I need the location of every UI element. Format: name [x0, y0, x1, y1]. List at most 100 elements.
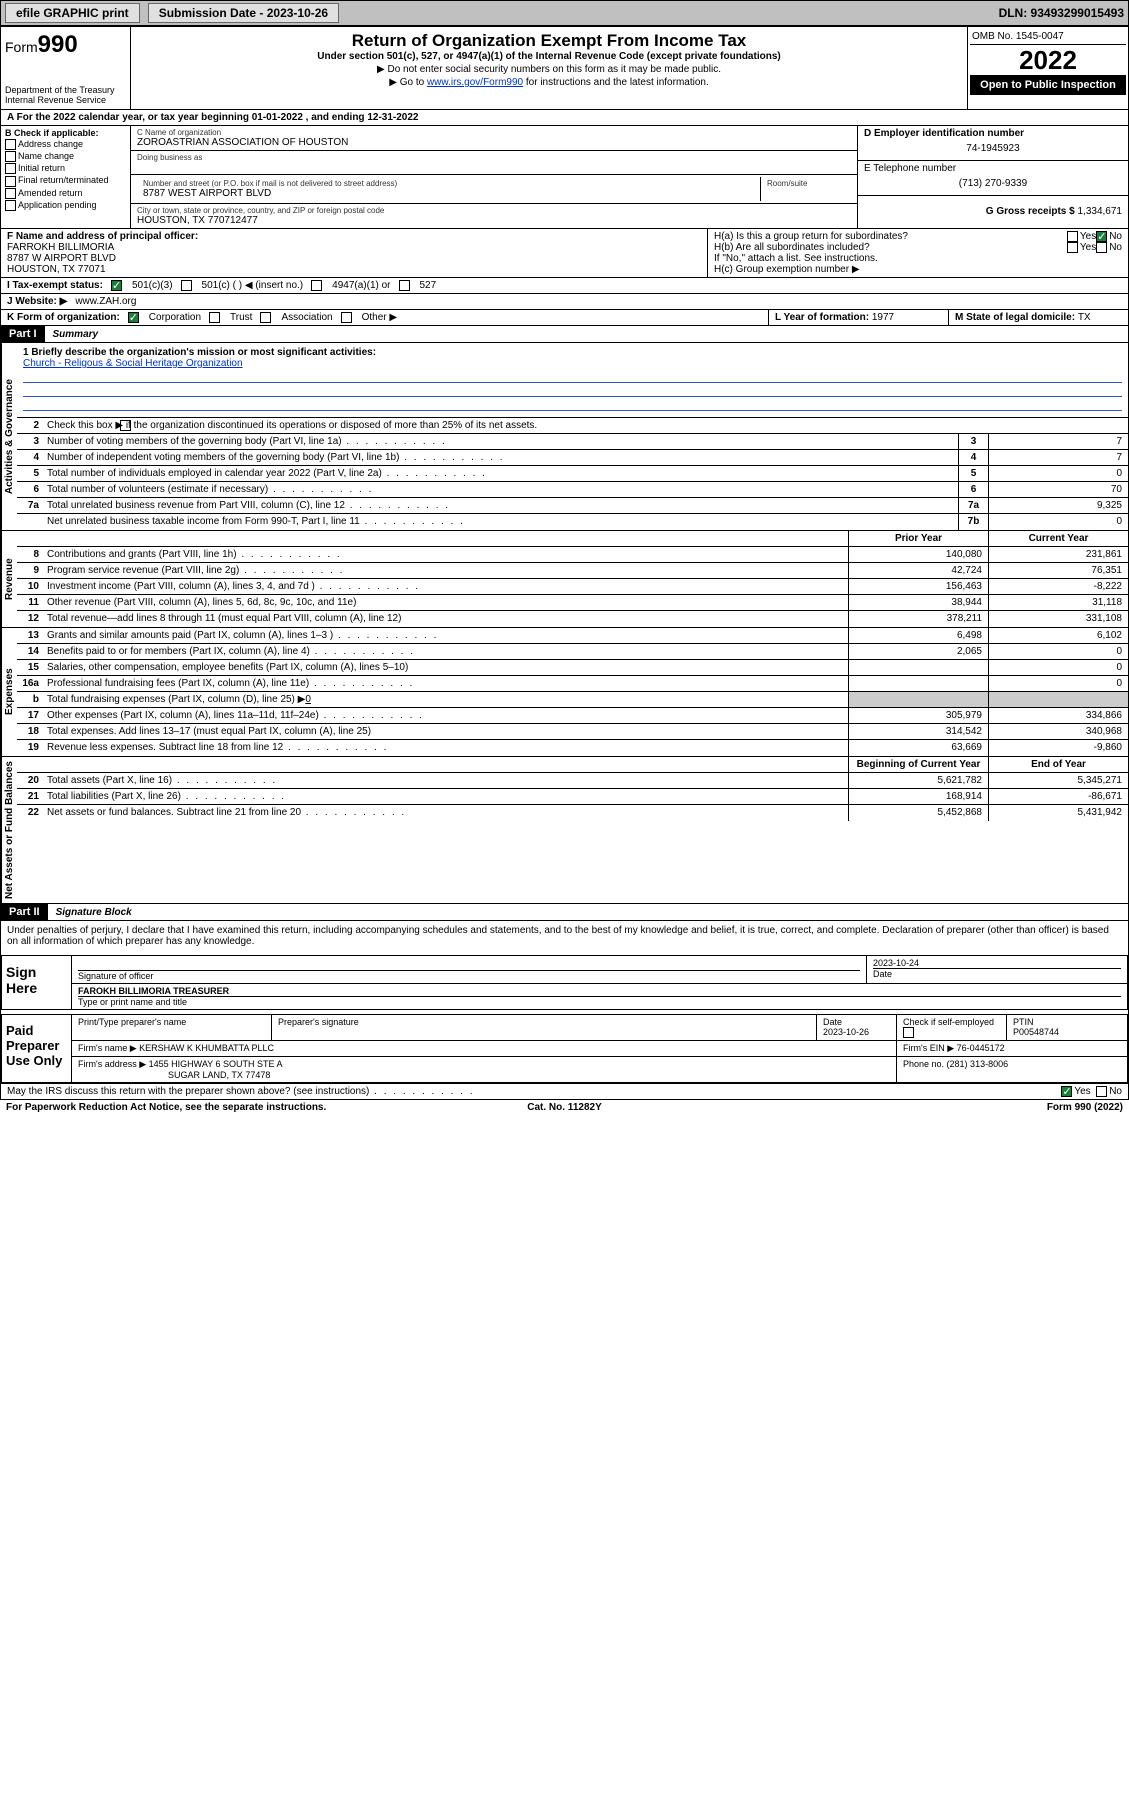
officer-name: FARROKH BILLIMORIA [7, 242, 114, 253]
column-b-checkboxes: B Check if applicable: Address change Na… [1, 126, 131, 228]
form-number: Form990 [5, 31, 126, 59]
line-22: Net assets or fund balances. Subtract li… [43, 805, 848, 821]
prep-name-label: Print/Type preparer's name [72, 1015, 272, 1040]
chk-501c3[interactable] [111, 280, 122, 291]
section-revenue: Revenue [1, 531, 17, 627]
r11p: 38,944 [848, 595, 988, 610]
officer-label: F Name and address of principal officer: [7, 231, 198, 242]
chk-final-return[interactable]: Final return/terminated [5, 175, 126, 186]
chk-other[interactable] [341, 312, 352, 323]
r15p [848, 660, 988, 675]
form-990: Form990 Department of the TreasuryIntern… [0, 26, 1129, 1100]
may-yes[interactable] [1061, 1086, 1072, 1097]
firm-name: KERSHAW K KHUMBATTA PLLC [139, 1043, 274, 1053]
line-16a: Professional fundraising fees (Part IX, … [43, 676, 848, 691]
r17c: 334,866 [988, 708, 1128, 723]
chk-discontinued[interactable] [120, 420, 131, 431]
mission-link[interactable]: Church - Religous & Social Heritage Orga… [23, 358, 243, 369]
r16c: 0 [988, 676, 1128, 691]
r12c: 331,108 [988, 611, 1128, 627]
prep-date-label: Date [823, 1017, 842, 1027]
val-7a: 9,325 [988, 498, 1128, 513]
ha-no[interactable] [1096, 231, 1107, 242]
ha-label: H(a) Is this a group return for subordin… [714, 231, 1067, 242]
chk-corporation[interactable] [128, 312, 139, 323]
r19c: -9,860 [988, 740, 1128, 756]
chk-initial-return[interactable]: Initial return [5, 163, 126, 174]
form-subtitle: Under section 501(c), 527, or 4947(a)(1)… [135, 51, 963, 62]
chk-name-change[interactable]: Name change [5, 151, 126, 162]
street-address: 8787 WEST AIRPORT BLVD [143, 188, 754, 199]
sign-here-label: Sign Here [2, 956, 72, 1009]
form-title: Return of Organization Exempt From Incom… [135, 31, 963, 51]
telephone-value: (713) 270-9339 [864, 174, 1122, 193]
year-formation: 1977 [872, 312, 894, 323]
line-19: Revenue less expenses. Subtract line 18 … [43, 740, 848, 756]
ha-yes[interactable] [1067, 231, 1078, 242]
part-ii-header: Part II [1, 904, 48, 920]
submission-date-button[interactable]: Submission Date - 2023-10-26 [148, 3, 339, 23]
efile-print-button[interactable]: efile GRAPHIC print [5, 3, 140, 23]
dba-label: Doing business as [137, 153, 851, 162]
line-16b: Total fundraising expenses (Part IX, col… [43, 692, 848, 707]
goto-line: ▶ Go to www.irs.gov/Form990 for instruct… [135, 77, 963, 88]
room-label: Room/suite [767, 179, 845, 188]
part-i-header: Part I [1, 326, 45, 342]
val-3: 7 [988, 434, 1128, 449]
state-domicile-label: M State of legal domicile: [955, 312, 1078, 323]
r13p: 6,498 [848, 628, 988, 643]
chk-501c[interactable] [181, 280, 192, 291]
omb-number: OMB No. 1545-0047 [970, 29, 1126, 45]
line-2: Check this box ▶ if the organization dis… [43, 418, 1128, 433]
firm-name-label: Firm's name ▶ [78, 1043, 139, 1053]
r14c: 0 [988, 644, 1128, 659]
line-15: Salaries, other compensation, employee b… [43, 660, 848, 675]
irs-link[interactable]: www.irs.gov/Form990 [427, 77, 523, 88]
chk-527[interactable] [399, 280, 410, 291]
chk-association[interactable] [260, 312, 271, 323]
line-9: Program service revenue (Part VIII, line… [43, 563, 848, 578]
website-value: www.ZAH.org [75, 296, 136, 307]
hb-no[interactable] [1096, 242, 1107, 253]
section-governance: Activities & Governance [1, 343, 17, 530]
paid-preparer-label: Paid Preparer Use Only [2, 1015, 72, 1082]
firm-addr-1: 1455 HIGHWAY 6 SOUTH STE A [149, 1059, 283, 1069]
r10c: -8,222 [988, 579, 1128, 594]
hb-label: H(b) Are all subordinates included? [714, 242, 1067, 253]
year-formation-label: L Year of formation: [775, 312, 872, 323]
th-boy: Beginning of Current Year [848, 757, 988, 772]
form-footer: Form 990 (2022) [751, 1102, 1123, 1113]
state-domicile: TX [1078, 312, 1091, 323]
gross-receipts-label: G Gross receipts $ [986, 206, 1078, 217]
val-4: 7 [988, 450, 1128, 465]
firm-ein-label: Firm's EIN ▶ [903, 1043, 957, 1053]
chk-application-pending[interactable]: Application pending [5, 200, 126, 211]
top-bar: efile GRAPHIC print Submission Date - 20… [0, 0, 1129, 26]
may-discuss-question: May the IRS discuss this return with the… [7, 1086, 1061, 1097]
telephone-label: E Telephone number [864, 163, 956, 174]
ssn-warning: ▶ Do not enter social security numbers o… [135, 64, 963, 75]
r9c: 76,351 [988, 563, 1128, 578]
open-to-public: Open to Public Inspection [970, 75, 1126, 95]
city-state-zip: HOUSTON, TX 770712477 [137, 215, 851, 226]
hc-label: H(c) Group exemption number ▶ [714, 264, 1122, 275]
chk-address-change[interactable]: Address change [5, 139, 126, 150]
r22c: 5,431,942 [988, 805, 1128, 821]
line-18: Total expenses. Add lines 13–17 (must eq… [43, 724, 848, 739]
chk-trust[interactable] [209, 312, 220, 323]
may-no[interactable] [1096, 1086, 1107, 1097]
self-employed-check[interactable]: Check if self-employed [897, 1015, 1007, 1040]
firm-addr-2: SUGAR LAND, TX 77478 [168, 1070, 270, 1080]
chk-4947[interactable] [311, 280, 322, 291]
chk-amended-return[interactable]: Amended return [5, 188, 126, 199]
dln-label: DLN: 93493299015493 [999, 6, 1124, 20]
hb-yes[interactable] [1067, 242, 1078, 253]
r15c: 0 [988, 660, 1128, 675]
r17p: 305,979 [848, 708, 988, 723]
r18p: 314,542 [848, 724, 988, 739]
firm-addr-label: Firm's address ▶ [78, 1059, 149, 1069]
line-7a: Total unrelated business revenue from Pa… [43, 498, 958, 513]
tax-exempt-label: I Tax-exempt status: [7, 280, 103, 291]
firm-phone-label: Phone no. [903, 1059, 947, 1069]
val-5: 0 [988, 466, 1128, 481]
